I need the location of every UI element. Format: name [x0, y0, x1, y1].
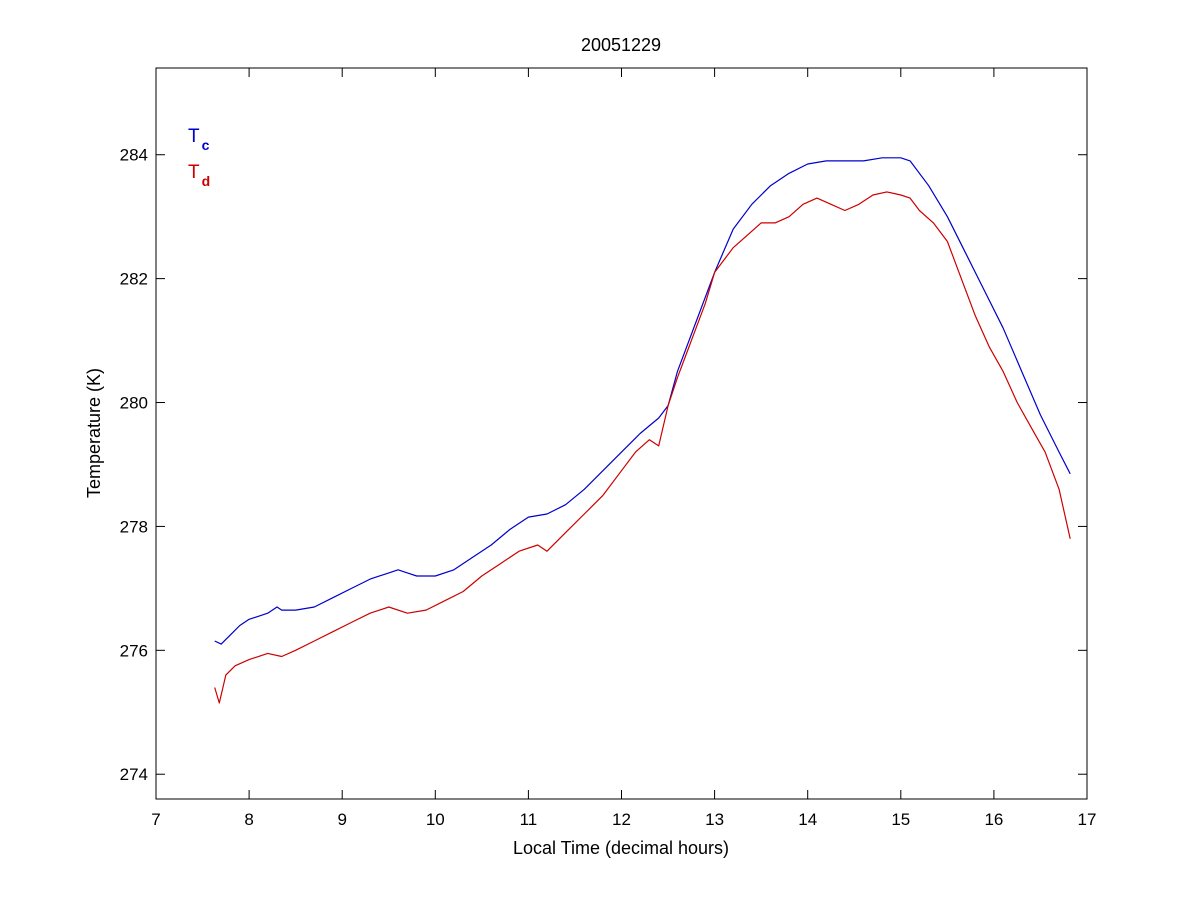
y-tick-label: 276 — [120, 641, 148, 660]
y-tick-label: 278 — [120, 517, 148, 536]
y-tick-label: 280 — [120, 394, 148, 413]
y-tick-label: 284 — [120, 146, 148, 165]
x-tick-label: 16 — [984, 810, 1003, 829]
x-tick-label: 15 — [891, 810, 910, 829]
x-tick-label: 7 — [151, 810, 160, 829]
y-axis: 274 276 278 280 282 284 — [120, 146, 1087, 784]
x-tick-label: 9 — [337, 810, 346, 829]
y-tick-label: 274 — [120, 765, 148, 784]
x-tick-label: 17 — [1078, 810, 1097, 829]
series-line-td — [214, 191, 1071, 704]
x-tick-label: 10 — [426, 810, 445, 829]
y-tick-label: 282 — [120, 270, 148, 289]
x-tick-label: 8 — [244, 810, 253, 829]
x-axis-label: Local Time (decimal hours) — [513, 838, 729, 858]
x-tick-label: 12 — [612, 810, 631, 829]
x-tick-label: 11 — [520, 810, 538, 829]
x-tick-label: 13 — [705, 810, 724, 829]
x-axis: 7 8 9 10 11 12 13 14 15 16 17 — [151, 68, 1096, 829]
y-axis-label: Temperature (K) — [84, 368, 104, 498]
series-layer — [214, 157, 1071, 704]
x-tick-label: 14 — [798, 810, 817, 829]
series-line-tc — [214, 157, 1071, 645]
chart-title: 20051229 — [581, 35, 661, 55]
plot-area — [155, 67, 1088, 800]
